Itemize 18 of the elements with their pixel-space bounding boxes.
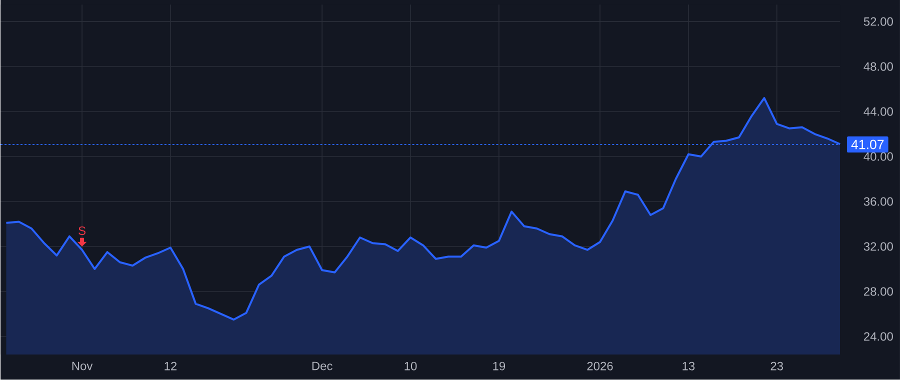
x-tick-label: Dec — [312, 362, 332, 370]
ref-line-label: 41.07 — [851, 140, 884, 150]
x-tick-label: Nov — [72, 362, 93, 370]
x-tick-label: 12 — [164, 362, 177, 370]
x-tick-label: 19 — [493, 362, 506, 370]
y-tick-label: 24.00 — [864, 332, 893, 341]
y-tick-label: 28.00 — [864, 287, 893, 296]
x-tick-label: 10 — [404, 362, 417, 370]
x-tick-label: 13 — [682, 362, 695, 370]
y-tick-label: 40.00 — [864, 152, 893, 161]
y-tick-label: 52.00 — [864, 17, 893, 26]
y-tick-label: 44.00 — [864, 107, 893, 116]
x-tick-label: 23 — [770, 362, 784, 370]
y-tick-label: 48.00 — [864, 62, 893, 71]
y-tick-label: 36.00 — [864, 197, 893, 206]
y-tick-label: 32.00 — [864, 242, 893, 251]
x-tick-label: 2026 — [587, 362, 613, 370]
annotation: S — [78, 226, 86, 236]
